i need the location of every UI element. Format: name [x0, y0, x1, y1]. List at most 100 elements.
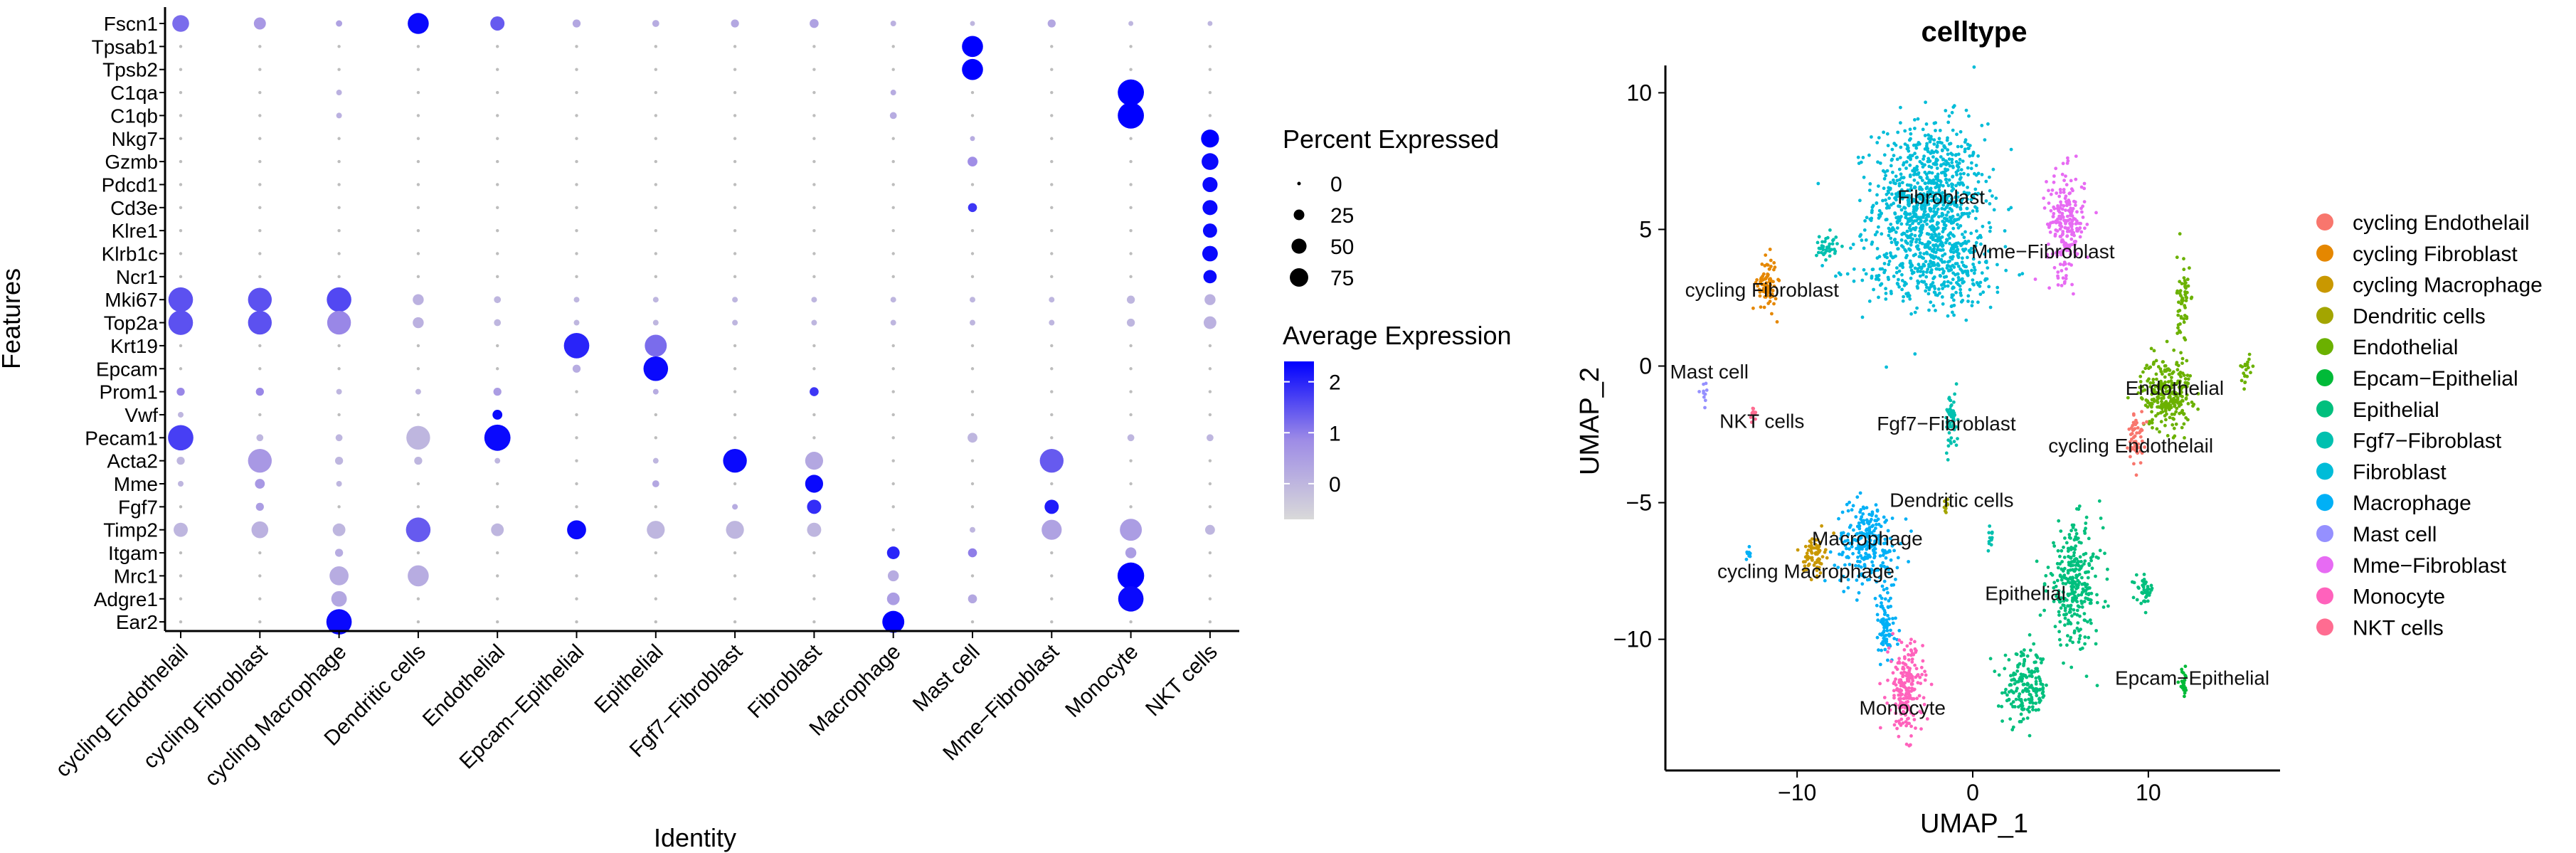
umap-point-epithelial — [2055, 561, 2060, 566]
umap-point-epithelial — [2025, 716, 2030, 720]
umap-x-axis-title: UMAP_1 — [1920, 809, 2028, 839]
umap-point-fibroblast — [1913, 233, 1917, 238]
umap-point-fibroblast — [1974, 240, 1978, 245]
umap-point-fibroblast — [1940, 295, 1944, 299]
dot-klrb1c-9 — [891, 252, 895, 255]
umap-point-nkt-cells — [1749, 415, 1753, 419]
umap-point-epithelial — [2059, 529, 2063, 533]
umap-point-epithelial — [2079, 627, 2083, 631]
umap-point-macrophage — [1896, 556, 1900, 560]
umap-point-fibroblast — [1900, 181, 1904, 185]
dot-ncr1-10 — [970, 275, 975, 279]
umap-point-fibroblast — [1971, 278, 1975, 282]
dot-gzmb-4 — [496, 159, 499, 164]
dot-krt19-13 — [1208, 344, 1212, 348]
umap-point-epithelial — [2135, 598, 2139, 602]
umap-point-epithelial — [2008, 717, 2013, 721]
umap-point-epithelial — [2078, 634, 2082, 638]
umap-point-fibroblast — [1903, 206, 1907, 210]
umap-point-endothelial — [2172, 348, 2176, 352]
umap-point-mme-fibroblast — [2079, 230, 2084, 234]
umap-point-fibroblast — [1983, 138, 1987, 142]
umap-point-endothelial — [2178, 381, 2182, 385]
umap-point-fibroblast — [1926, 292, 1931, 296]
dot-nkg7-5 — [575, 137, 578, 140]
umap-point-fibroblast — [1857, 161, 1861, 166]
umap-point-fgf7-fibroblast — [1820, 240, 1824, 244]
umap-point-epithelial — [2022, 664, 2025, 667]
umap-point-macrophage — [1866, 546, 1870, 549]
umap-point-mme-fibroblast — [2059, 200, 2063, 204]
umap-point-fibroblast — [1903, 129, 1907, 133]
umap-point-fibroblast — [1916, 181, 1920, 185]
dot-fscn1-0 — [172, 15, 189, 32]
umap-point-fibroblast — [1899, 121, 1902, 125]
umap-point-epithelial — [2091, 552, 2095, 556]
umap-point-fibroblast — [1958, 157, 1962, 161]
dot-acta2-12 — [1129, 459, 1133, 462]
dot-c1qa-2 — [336, 90, 342, 96]
umap-point-endothelial — [2182, 373, 2186, 377]
umap-point-fibroblast — [1916, 194, 1920, 197]
umap-point-monocyte — [1902, 648, 1907, 652]
umap-point-fibroblast — [1837, 271, 1841, 275]
umap-point-endothelial — [2186, 418, 2190, 422]
umap-point-epithelial — [2085, 583, 2089, 586]
umap-point-macrophage — [1828, 550, 1833, 554]
dot-acta2-2 — [334, 457, 344, 465]
umap-point-epithelial — [2056, 566, 2060, 570]
umap-point-macrophage — [1833, 563, 1837, 567]
umap-point-mme-fibroblast — [2064, 174, 2067, 179]
umap-point-mme-fibroblast — [2069, 221, 2073, 225]
umap-point-fibroblast — [1995, 290, 2000, 295]
umap-point-fibroblast — [1909, 243, 1913, 247]
umap-point-monocyte — [1918, 675, 1922, 679]
umap-point-fibroblast — [1885, 218, 1889, 222]
umap-point-fibroblast — [1943, 260, 1946, 264]
umap-point-fgf7-fibroblast — [1954, 382, 1958, 386]
umap-point-epithelial — [2034, 653, 2038, 657]
umap-cluster-label: cycling Endothelail — [2048, 435, 2213, 457]
umap-point-fibroblast — [1915, 164, 1919, 169]
umap-point-fibroblast — [1948, 216, 1952, 219]
umap-point-fibroblast — [1959, 243, 1963, 248]
umap-point-macrophage — [1862, 564, 1867, 568]
umap-point-monocyte — [1902, 667, 1906, 671]
umap-point-fibroblast — [1880, 232, 1884, 236]
umap-point-epithelial — [2013, 682, 2017, 686]
umap-point-endothelial — [2182, 317, 2186, 321]
umap-point-epithelial — [2088, 618, 2092, 622]
dot-epcam-4 — [496, 367, 499, 371]
umap-point-macrophage — [1845, 546, 1848, 551]
dot-gzmb-13 — [1202, 153, 1219, 170]
umap-point-macrophage — [1895, 566, 1899, 570]
umap-point-epithelial — [2084, 588, 2088, 593]
umap-point-fibroblast — [1904, 160, 1909, 164]
umap-point-epithelial — [2022, 707, 2026, 711]
umap-point-epithelial — [1993, 669, 1997, 674]
umap-legend-label: Fgf7−Fibroblast — [2353, 430, 2502, 453]
umap-point-fgf7-fibroblast — [1945, 408, 1949, 412]
dot-prom1-6 — [652, 388, 659, 395]
umap-point-fibroblast — [1865, 216, 1869, 220]
umap-point-monocyte — [1920, 672, 1924, 677]
umap-point-fibroblast — [1971, 263, 1976, 266]
umap-point-fibroblast — [1863, 219, 1867, 223]
umap-point-fibroblast — [1932, 290, 1936, 295]
umap-point-fibroblast — [1931, 304, 1936, 308]
umap-point-epithelial — [2044, 589, 2048, 593]
umap-point-epithelial — [2034, 687, 2038, 691]
umap-point-epithelial — [2028, 733, 2032, 738]
dot-mme-11 — [1050, 482, 1054, 486]
umap-point-fibroblast — [1992, 208, 1996, 212]
umap-point-monocyte — [1907, 652, 1910, 657]
umap-point-fibroblast — [1883, 255, 1887, 259]
umap-point-nkt-cells — [1751, 407, 1756, 410]
dot-cd3e-8 — [812, 206, 816, 209]
umap-point-epithelial — [2066, 546, 2070, 551]
dot-cd3e-6 — [654, 206, 657, 209]
umap-point-fibroblast — [1952, 298, 1956, 302]
umap-legend-swatch — [2316, 244, 2333, 262]
umap-point-epithelial — [2028, 648, 2032, 652]
umap-point-cycling-fibroblast — [1772, 261, 1776, 265]
